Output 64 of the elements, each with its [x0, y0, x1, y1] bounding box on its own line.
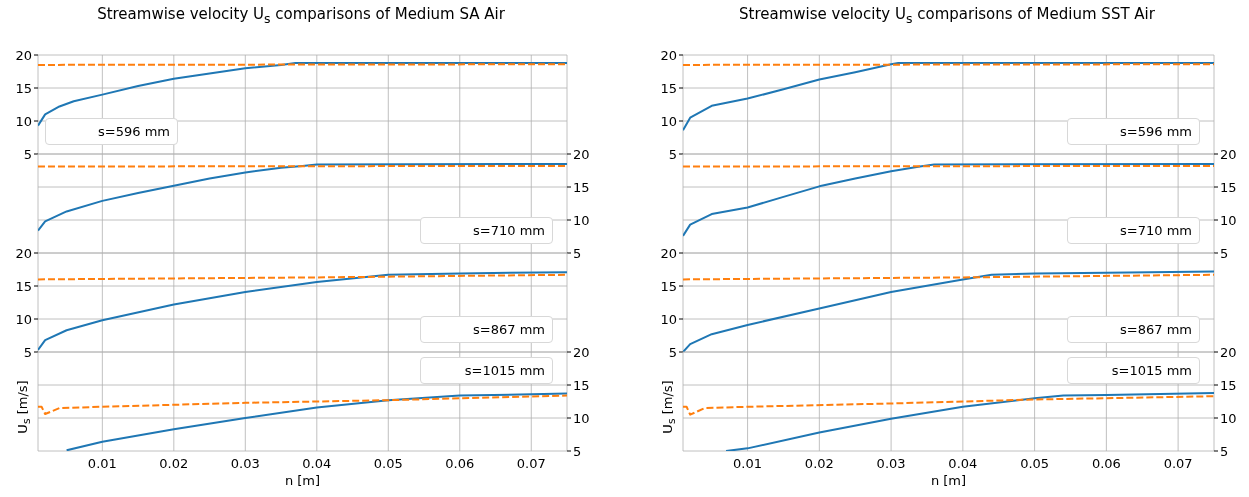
y2-tick-label: 10	[573, 212, 590, 228]
y2-tick-label: 15	[1220, 377, 1237, 393]
line-series	[683, 395, 1214, 416]
y-tick-label: 20	[660, 245, 677, 261]
x-tick-label: 0.05	[1020, 456, 1050, 472]
x-tick-label: 0.01	[87, 456, 117, 472]
y-tick-label: 15	[660, 80, 677, 96]
x-axis-title: n [m]	[283, 473, 322, 488]
line-series	[65, 392, 567, 451]
y2-tick-label: 5	[1220, 443, 1229, 459]
line-series	[725, 391, 1214, 451]
y2-tick-label: 5	[573, 245, 582, 261]
y2-tick-label: 10	[1220, 212, 1237, 228]
line-series	[683, 162, 1214, 237]
annotation: s=710 mm	[1120, 222, 1192, 240]
chart-title: Streamwise velocity U$_{s}$ comparisons of Medium SST Air	[738, 5, 1156, 26]
line-series	[38, 61, 567, 127]
x-tick-label: 0.06	[445, 456, 475, 472]
y-tick-label: 15	[660, 278, 677, 294]
annotation: s=1015 mm	[464, 362, 545, 380]
y-tick-label: 5	[668, 146, 677, 162]
x-tick-label: 0.05	[373, 456, 403, 472]
y-tick-label: 5	[668, 344, 677, 360]
y2-tick-label: 20	[573, 344, 590, 360]
y2-tick-label: 5	[573, 443, 582, 459]
y2-tick-label: 15	[573, 179, 590, 195]
y2-tick-label: 15	[1220, 179, 1237, 195]
y-tick-label: 20	[660, 47, 677, 63]
annotation: s=867 mm	[473, 321, 545, 339]
y-tick-label: 15	[15, 278, 32, 294]
x-tick-label: 0.03	[230, 456, 260, 472]
annotation: s=596 mm	[1120, 123, 1192, 141]
x-tick-label: 0.03	[876, 456, 906, 472]
x-tick-label: 0.04	[302, 456, 332, 472]
y-tick-label: 10	[15, 311, 32, 327]
annotation: s=710 mm	[473, 222, 545, 240]
x-tick-label: 0.01	[733, 456, 763, 472]
line-series	[38, 394, 567, 416]
y2-tick-label: 20	[1220, 344, 1237, 360]
y2-tick-label: 20	[573, 146, 590, 162]
x-tick-label: 0.04	[948, 456, 978, 472]
y2-tick-label: 10	[1220, 410, 1237, 426]
y2-tick-label: 20	[1220, 146, 1237, 162]
y2-tick-label: 15	[573, 377, 590, 393]
y-tick-label: 10	[660, 311, 677, 327]
y-tick-label: 10	[660, 113, 677, 129]
y-tick-label: 20	[15, 47, 32, 63]
x-axis-title: n [m]	[929, 473, 968, 488]
x-tick-label: 0.02	[804, 456, 834, 472]
annotation: s=1015 mm	[1111, 362, 1192, 380]
y-tick-label: 20	[15, 245, 32, 261]
x-tick-label: 0.07	[1163, 456, 1193, 472]
x-tick-label: 0.02	[159, 456, 189, 472]
y-tick-label: 5	[23, 146, 32, 162]
y2-tick-label: 10	[573, 410, 590, 426]
y-tick-label: 15	[15, 80, 32, 96]
y-tick-label: 5	[23, 344, 32, 360]
chart-title: Streamwise velocity U$_{s}$ comparisons of Medium SA Air	[96, 5, 506, 26]
annotation: s=867 mm	[1120, 321, 1192, 339]
x-tick-label: 0.06	[1091, 456, 1121, 472]
y-tick-label: 10	[15, 113, 32, 129]
annotation: s=596 mm	[98, 123, 170, 141]
y2-tick-label: 5	[1220, 245, 1229, 261]
x-tick-label: 0.07	[516, 456, 546, 472]
